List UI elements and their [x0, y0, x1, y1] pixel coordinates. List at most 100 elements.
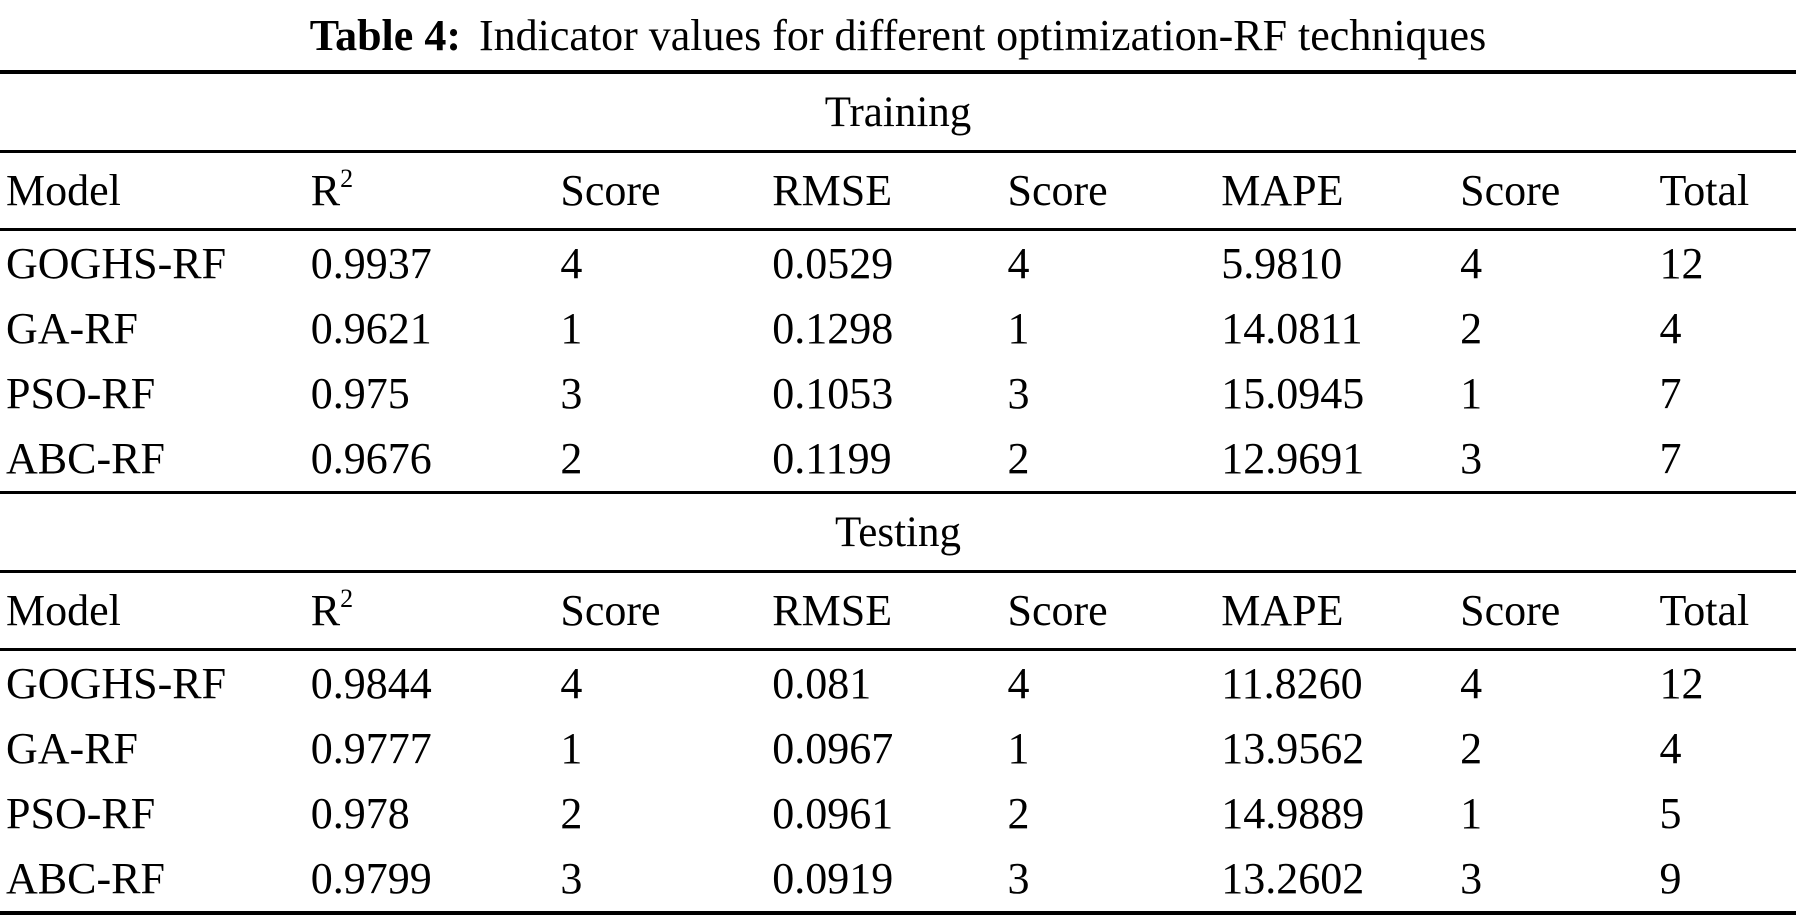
- header-row-testing: Model R2 Score RMSE Score MAPE Score Tot…: [0, 573, 1796, 648]
- cell-mape: 5.9810: [1221, 239, 1343, 288]
- r2-superscript: 2: [340, 164, 354, 193]
- rule-above-testing-label: [0, 491, 1796, 494]
- cell-rmse: 0.081: [772, 659, 872, 708]
- r2-base: R: [310, 586, 341, 635]
- cell-r2: 0.975: [310, 369, 410, 418]
- cell-r2-score: 4: [560, 239, 583, 288]
- cell-mape-score: 1: [1460, 789, 1483, 838]
- cell-rmse-score: 1: [1007, 724, 1030, 773]
- table-row-testing-abc-rf: ABC-RF 0.9799 3 0.0919 3 13.2602 3 9: [0, 846, 1796, 911]
- cell-total: 9: [1659, 854, 1682, 903]
- column-header-score-r2: Score: [560, 166, 661, 215]
- r2-superscript: 2: [340, 584, 354, 613]
- cell-rmse-score: 2: [1007, 789, 1030, 838]
- column-header-total: Total: [1659, 166, 1750, 215]
- column-header-mape: MAPE: [1221, 166, 1344, 215]
- cell-r2: 0.9844: [310, 659, 432, 708]
- cell-model: GA-RF: [6, 304, 139, 353]
- table-row-training-abc-rf: ABC-RF 0.9676 2 0.1199 2 12.9691 3 7: [0, 426, 1796, 491]
- column-header-mape: MAPE: [1221, 586, 1344, 635]
- column-header-score-mape: Score: [1460, 586, 1561, 635]
- rule-below-testing-label: [0, 570, 1796, 573]
- cell-rmse-score: 2: [1007, 434, 1030, 483]
- cell-mape: 13.2602: [1221, 854, 1365, 903]
- cell-r2-score: 2: [560, 434, 583, 483]
- cell-rmse: 0.1199: [772, 434, 892, 483]
- column-header-rmse: RMSE: [772, 586, 893, 635]
- column-header-r2: R2: [311, 165, 561, 216]
- cell-mape: 14.9889: [1221, 789, 1365, 838]
- cell-r2-score: 3: [560, 369, 583, 418]
- cell-r2: 0.9777: [310, 724, 432, 773]
- cell-total: 7: [1659, 434, 1682, 483]
- cell-total: 7: [1659, 369, 1682, 418]
- cell-rmse: 0.1053: [772, 369, 894, 418]
- cell-rmse-score: 4: [1007, 239, 1030, 288]
- table-row-training-goghs-rf: GOGHS-RF 0.9937 4 0.0529 4 5.9810 4 12: [0, 231, 1796, 296]
- cell-r2: 0.978: [310, 789, 410, 838]
- cell-r2-score: 2: [560, 789, 583, 838]
- table-rule-bottom: [0, 911, 1796, 915]
- table-row-training-ga-rf: GA-RF 0.9621 1 0.1298 1 14.0811 2 4: [0, 296, 1796, 361]
- cell-rmse: 0.1298: [772, 304, 894, 353]
- column-header-score-mape: Score: [1460, 166, 1561, 215]
- cell-model: ABC-RF: [6, 434, 165, 483]
- cell-r2: 0.9676: [310, 434, 432, 483]
- column-header-model: Model: [6, 586, 121, 635]
- cell-mape-score: 2: [1460, 304, 1483, 353]
- cell-r2: 0.9937: [310, 239, 432, 288]
- cell-total: 4: [1659, 304, 1682, 353]
- cell-mape: 14.0811: [1221, 304, 1363, 353]
- cell-rmse: 0.0529: [772, 239, 894, 288]
- cell-rmse: 0.0967: [772, 724, 894, 773]
- rule-below-training-header: [0, 228, 1796, 231]
- column-header-model: Model: [6, 166, 121, 215]
- cell-rmse-score: 3: [1007, 854, 1030, 903]
- cell-total: 12: [1659, 239, 1704, 288]
- cell-rmse-score: 1: [1007, 304, 1030, 353]
- cell-total: 4: [1659, 724, 1682, 773]
- rule-below-testing-header: [0, 648, 1796, 651]
- table-caption-number: Table 4:: [309, 10, 461, 60]
- table-row-training-pso-rf: PSO-RF 0.975 3 0.1053 3 15.0945 1 7: [0, 361, 1796, 426]
- cell-r2: 0.9621: [310, 304, 432, 353]
- cell-mape-score: 4: [1460, 239, 1483, 288]
- cell-model: GOGHS-RF: [6, 239, 227, 288]
- cell-rmse-score: 4: [1007, 659, 1030, 708]
- cell-model: PSO-RF: [6, 369, 156, 418]
- cell-mape: 15.0945: [1221, 369, 1365, 418]
- section-label-training: Training: [824, 88, 972, 136]
- column-header-total: Total: [1659, 586, 1750, 635]
- cell-mape: 13.9562: [1221, 724, 1365, 773]
- header-row-training: Model R2 Score RMSE Score MAPE Score Tot…: [0, 153, 1796, 228]
- cell-mape-score: 2: [1460, 724, 1483, 773]
- section-label-testing: Testing: [835, 508, 961, 556]
- column-header-rmse: RMSE: [772, 166, 893, 215]
- column-header-score-rmse: Score: [1007, 166, 1108, 215]
- cell-total: 5: [1659, 789, 1682, 838]
- cell-r2-score: 1: [560, 724, 583, 773]
- r2-base: R: [310, 166, 341, 215]
- cell-mape-score: 3: [1460, 854, 1483, 903]
- cell-mape-score: 1: [1460, 369, 1483, 418]
- cell-rmse: 0.0961: [772, 789, 894, 838]
- table-caption-text: Indicator values for different optimizat…: [478, 10, 1487, 60]
- cell-rmse-score: 3: [1007, 369, 1030, 418]
- column-header-score-r2: Score: [560, 586, 661, 635]
- table-rule-top: [0, 70, 1796, 74]
- table-row-testing-ga-rf: GA-RF 0.9777 1 0.0967 1 13.9562 2 4: [0, 716, 1796, 781]
- cell-model: PSO-RF: [6, 789, 156, 838]
- cell-r2-score: 1: [560, 304, 583, 353]
- column-header-r2: R2: [311, 585, 561, 636]
- cell-total: 12: [1659, 659, 1704, 708]
- cell-model: ABC-RF: [6, 854, 165, 903]
- cell-model: GOGHS-RF: [6, 659, 227, 708]
- cell-r2-score: 4: [560, 659, 583, 708]
- table-row-testing-pso-rf: PSO-RF 0.978 2 0.0961 2 14.9889 1 5: [0, 781, 1796, 846]
- rule-below-training-label: [0, 150, 1796, 153]
- cell-r2-score: 3: [560, 854, 583, 903]
- cell-mape: 11.8260: [1221, 659, 1363, 708]
- cell-mape-score: 3: [1460, 434, 1483, 483]
- cell-mape: 12.9691: [1221, 434, 1365, 483]
